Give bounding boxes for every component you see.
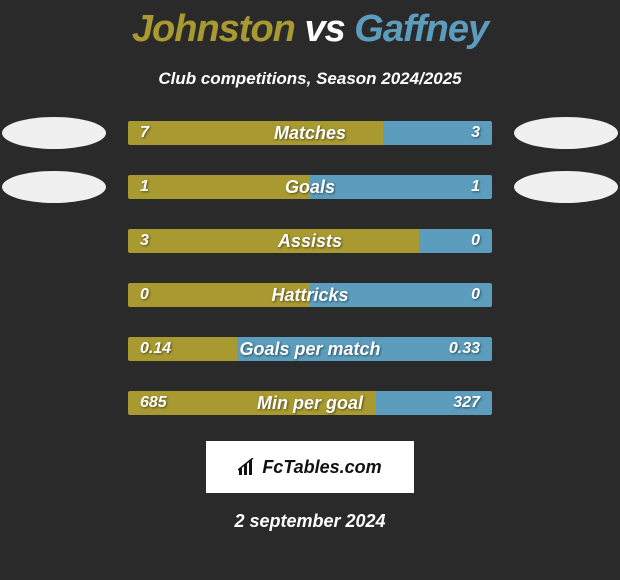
stat-right-value: 0 <box>419 229 492 253</box>
title-vs: vs <box>304 8 344 50</box>
logo-box: FcTables.com <box>206 441 414 493</box>
stat-right-value: 0.33 <box>237 337 492 361</box>
stat-left-value: 0 <box>128 283 310 307</box>
stat-row: 685327Min per goal <box>0 387 620 419</box>
stat-bar: 30Assists <box>128 229 492 253</box>
stat-row: 0.140.33Goals per match <box>0 333 620 365</box>
stat-bar: 00Hattricks <box>128 283 492 307</box>
stat-bar: 0.140.33Goals per match <box>128 337 492 361</box>
title-player1: Johnston <box>132 8 295 50</box>
chart-icon <box>238 458 258 476</box>
stat-right-value: 0 <box>310 283 492 307</box>
stat-row: 30Assists <box>0 225 620 257</box>
stat-left-value: 0.14 <box>128 337 237 361</box>
stat-rows: 73Matches 11Goals 30Assists 00Hattricks 0.14… <box>0 117 620 419</box>
stat-left-value: 685 <box>128 391 376 415</box>
player-badge-left <box>2 117 106 149</box>
stat-bar: 685327Min per goal <box>128 391 492 415</box>
stat-row: 73Matches <box>0 117 620 149</box>
stat-bar: 11Goals <box>128 175 492 199</box>
stat-bar: 73Matches <box>128 121 492 145</box>
title-player2: Gaffney <box>354 8 488 50</box>
logo: FcTables.com <box>238 457 381 478</box>
player-badge-right <box>514 117 618 149</box>
player-badge-left <box>2 171 106 203</box>
logo-text: FcTables.com <box>262 457 381 478</box>
stat-left-value: 7 <box>128 121 383 145</box>
subtitle: Club competitions, Season 2024/2025 <box>0 69 620 89</box>
stat-right-value: 1 <box>310 175 492 199</box>
date-label: 2 september 2024 <box>0 511 620 532</box>
stat-right-value: 3 <box>383 121 492 145</box>
stat-row: 11Goals <box>0 171 620 203</box>
stat-right-value: 327 <box>376 391 492 415</box>
page-title: Johnston vs Gaffney <box>0 0 620 51</box>
stat-left-value: 3 <box>128 229 419 253</box>
player-badge-right <box>514 171 618 203</box>
stat-row: 00Hattricks <box>0 279 620 311</box>
stat-left-value: 1 <box>128 175 310 199</box>
